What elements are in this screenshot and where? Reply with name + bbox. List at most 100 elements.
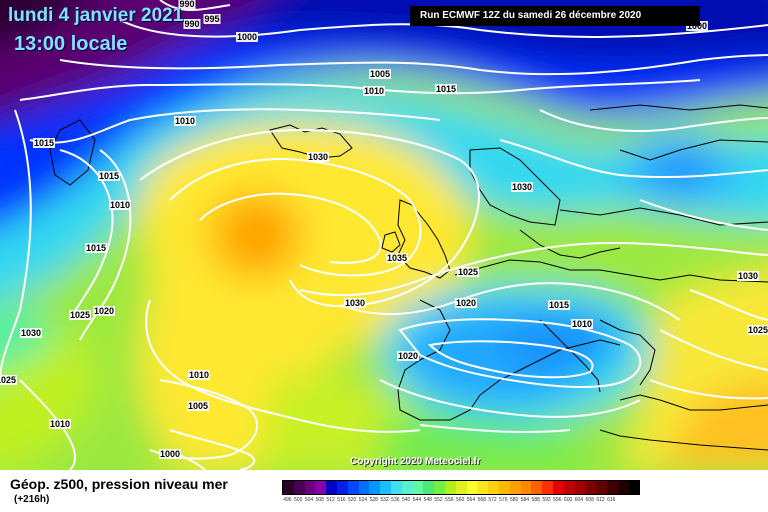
scale-swatch: [617, 481, 629, 494]
isobar-label: 1010: [108, 200, 132, 210]
isobar-label: 1030: [510, 182, 534, 192]
scale-label: 588: [531, 497, 540, 503]
scale-swatch: [574, 481, 586, 494]
scale-label: 572: [488, 497, 497, 503]
scale-label: 504: [304, 497, 314, 503]
scale-label: 604: [574, 497, 584, 503]
scale-swatch: [358, 481, 370, 494]
isobar-label: 990: [178, 0, 196, 9]
scale-swatch: [552, 481, 564, 494]
isobar-label: 1030: [736, 271, 760, 281]
run-info-banner: Run ECMWF 12Z du samedi 26 décembre 2020: [410, 6, 700, 26]
scale-swatch: [477, 481, 489, 494]
scale-label: 544: [412, 497, 422, 503]
scale-label: 576: [499, 497, 508, 503]
isobar-label: 1020: [396, 351, 420, 361]
scale-label: 528: [369, 497, 378, 503]
isobar-label: 1015: [32, 138, 56, 148]
scale-swatch: [628, 481, 640, 494]
isobar-label: 1010: [48, 419, 72, 429]
scale-label: 612: [596, 497, 605, 503]
scale-label: 596: [553, 497, 562, 503]
scale-swatch: [542, 481, 553, 494]
scale-swatch: [531, 481, 543, 494]
isobar-label: 1030: [343, 298, 367, 308]
isobar-label: 990: [183, 19, 201, 29]
copyright-text: Copyright 2020 Meteociel.fr: [350, 456, 481, 467]
scale-swatch: [304, 481, 316, 494]
scale-label: 552: [434, 497, 443, 503]
isobar-label: 1030: [306, 152, 330, 162]
scale-swatch: [380, 481, 391, 494]
isobar-label: 1025: [68, 310, 92, 320]
scale-swatch: [498, 481, 510, 494]
isobar-label: 1015: [84, 243, 108, 253]
forecast-date: lundi 4 janvier 2021: [8, 5, 184, 26]
scale-swatch: [293, 481, 305, 494]
scale-label: 532: [380, 497, 389, 503]
isobar-label: 1005: [368, 69, 392, 79]
coastlines: [49, 104, 768, 451]
legend-footer: Géop. z500, pression niveau mer (+216h) …: [0, 470, 768, 512]
product-title: Géop. z500, pression niveau mer: [10, 476, 228, 492]
scale-label: 524: [358, 497, 368, 503]
scale-label: 556: [445, 497, 454, 503]
isobar-label: 1000: [158, 449, 182, 459]
scale-label: 536: [391, 497, 400, 503]
scale-swatch: [347, 481, 359, 494]
scale-swatch: [336, 481, 348, 494]
scale-swatch: [455, 481, 467, 494]
scale-swatch: [520, 481, 532, 494]
scale-label: 508: [315, 497, 324, 503]
scale-swatch: [509, 481, 521, 494]
scale-label: 616: [607, 497, 616, 503]
scale-swatch: [401, 481, 413, 494]
scale-label: 560: [455, 497, 465, 503]
scale-label: 496: [283, 497, 292, 503]
scale-swatch: [466, 481, 478, 494]
scale-label: 548: [423, 497, 432, 503]
isobar-label: 995: [203, 14, 221, 24]
scale-label: 592: [542, 497, 551, 503]
scale-label: 540: [401, 497, 411, 503]
scale-swatch: [390, 481, 402, 494]
scale-swatch: [369, 481, 381, 494]
isobar-label: 1010: [362, 86, 386, 96]
color-scale: [282, 480, 641, 495]
isobar-label: 1010: [173, 116, 197, 126]
scale-label: 608: [585, 497, 594, 503]
scale-label: 580: [509, 497, 519, 503]
isobar-label: 1005: [186, 401, 210, 411]
scale-swatch: [412, 481, 424, 494]
scale-label: 512: [326, 497, 335, 503]
isobar-label: 1010: [570, 319, 594, 329]
scale-label: 584: [520, 497, 530, 503]
forecast-time: 13:00 locale: [14, 33, 128, 55]
isobar-label: 1020: [454, 298, 478, 308]
scale-swatch: [563, 481, 575, 494]
isobar-label: 1025: [0, 375, 18, 385]
scale-label: 600: [563, 497, 573, 503]
isobar-label: 1010: [187, 370, 211, 380]
scale-swatch: [606, 481, 618, 494]
isobar-label: 1020: [92, 306, 116, 316]
scale-swatch: [434, 481, 445, 494]
isobar-label: 1015: [547, 300, 571, 310]
scale-swatch: [326, 481, 337, 494]
scale-swatch: [596, 481, 607, 494]
isobars: [0, 0, 768, 470]
scale-swatch: [585, 481, 597, 494]
isobar-label: 1030: [19, 328, 43, 338]
isobar-label: 1015: [97, 171, 121, 181]
scale-swatch: [283, 481, 294, 494]
scale-label: 520: [348, 497, 357, 503]
isobar-label: 1000: [235, 32, 259, 42]
isobar-label: 1000: [685, 21, 709, 31]
scale-swatch: [423, 481, 435, 494]
isobar-label: 1035: [385, 253, 409, 263]
color-scale-labels: 496 500 504 508 512 516 520 524 528 532 536 540 544 5…: [282, 497, 617, 503]
lead-time: (+216h): [14, 494, 50, 505]
scale-label: 568: [477, 497, 486, 503]
isobar-label: 1025: [456, 267, 480, 277]
isobar-label: 1025: [746, 325, 768, 335]
